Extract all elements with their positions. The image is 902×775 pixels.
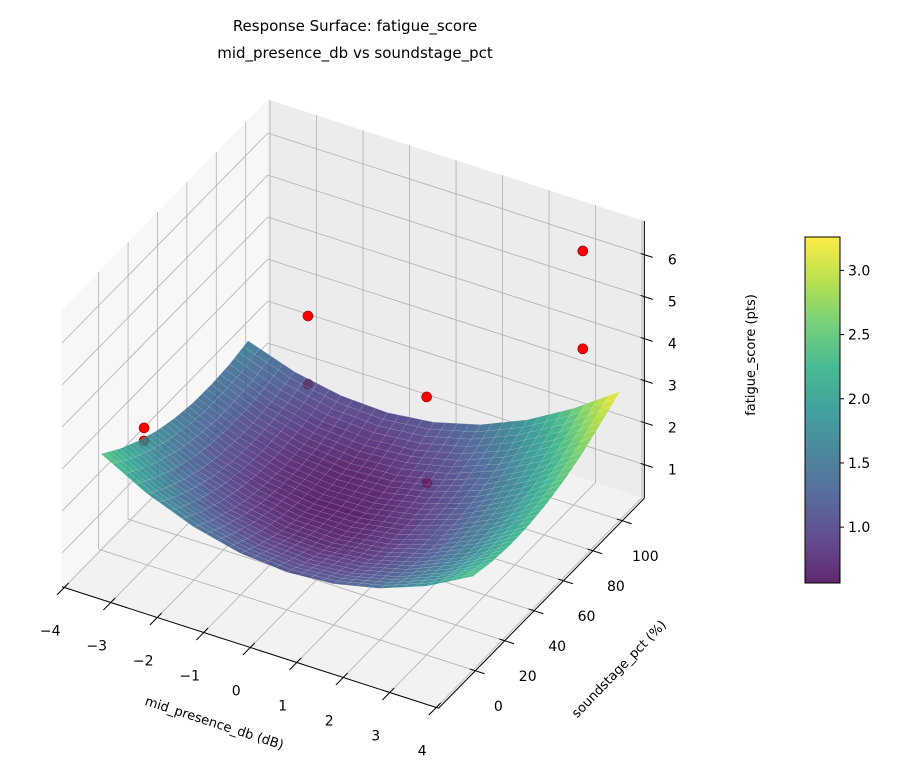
y-tick-label: 60 (578, 609, 596, 625)
x-axis-label: mid_presence_db (dB) (143, 694, 285, 753)
gridline-z (61, 216, 269, 428)
x-tick-mark (103, 597, 116, 611)
gridline-y (127, 518, 505, 642)
surface-patch (497, 540, 515, 549)
data-point (577, 343, 589, 355)
gridline-z (267, 132, 645, 256)
y-tick-mark (528, 608, 544, 615)
z-tick-label: 3 (668, 379, 677, 395)
x-tick-mark (382, 687, 395, 701)
x-tick-label: −1 (179, 669, 200, 685)
gridline-y (98, 548, 476, 672)
y-tick-label: 20 (519, 669, 537, 685)
surface-patch (506, 530, 525, 540)
surface-patch (543, 485, 561, 496)
z-axis-label: fatigue_score (pts) (744, 294, 759, 416)
gridline-z (267, 174, 645, 298)
data-point (577, 245, 589, 257)
surface-patch (502, 535, 520, 545)
surface-patch (552, 472, 570, 484)
chart-title: Response Surface: fatigue_score (233, 17, 477, 36)
y-tick-label: 40 (548, 639, 566, 655)
colorbar-tick-label: 2.5 (848, 328, 870, 344)
z-tick-mark (640, 420, 653, 426)
y-tick-label: 0 (494, 699, 503, 715)
x-tick-label: 4 (418, 744, 427, 760)
surface-patch (511, 525, 529, 535)
y-tick-mark (587, 548, 603, 555)
x-tick-mark (56, 582, 70, 596)
y-tick-mark (616, 518, 632, 525)
x-tick-mark (242, 642, 256, 656)
z-tick-mark (640, 252, 653, 258)
colorbar-tick-label: 1.0 (848, 520, 870, 536)
surface-patch (461, 572, 478, 579)
data-points (138, 245, 589, 434)
gridline-z (61, 132, 269, 344)
z-tick-label: 6 (668, 253, 677, 269)
surface-patch (493, 545, 510, 553)
surface-patch (603, 391, 621, 404)
colorbar-tick-label: 1.5 (848, 456, 870, 472)
colorbar-tick-label: 3.0 (848, 263, 870, 279)
x-tick-mark (428, 702, 442, 716)
surface-patch (580, 429, 598, 442)
x-tick-mark (196, 627, 209, 641)
x-tick-label: 3 (371, 729, 380, 745)
gridline-z (61, 258, 269, 470)
z-tick-mark (640, 378, 653, 384)
x-tick-label: −3 (86, 639, 107, 655)
surface-patch (584, 421, 603, 435)
y-axis-label: soundstage_pct (%) (569, 618, 670, 721)
gridline-x (389, 482, 596, 693)
x-tick-mark (149, 612, 163, 626)
z-tick-label: 5 (668, 295, 677, 311)
x-tick-label: −2 (133, 654, 154, 670)
surface-patch (575, 436, 593, 450)
y-tick-mark (498, 638, 515, 645)
x-tick-mark (335, 672, 349, 686)
z-tick-mark (640, 294, 653, 300)
response-surface (100, 340, 621, 589)
colorbar-tick-label: 2.0 (848, 392, 870, 408)
data-point (302, 310, 314, 322)
x-tick-mark (289, 657, 302, 671)
surface-patch (557, 465, 575, 477)
gridline-z (267, 300, 645, 424)
x-tick-label: 0 (232, 684, 241, 700)
z-tick-mark (640, 336, 653, 342)
surface-patch (529, 503, 548, 514)
colorbar: 1.0 1.5 2.0 2.5 3.0 (804, 236, 870, 584)
y-tick-label: 80 (607, 579, 625, 595)
x-tick-label: 2 (325, 714, 334, 730)
gridline-z (61, 300, 269, 512)
z-tick-label: 4 (668, 337, 677, 353)
gridline-z (267, 258, 645, 382)
y-tick-mark (557, 578, 573, 585)
y-axis-line (438, 497, 645, 709)
y-tick-label: 100 (632, 549, 659, 565)
surface-patch (594, 406, 612, 420)
data-point (138, 422, 150, 434)
chart-subtitle: mid_presence_db vs soundstage_pct (217, 44, 493, 63)
gridline-z (267, 216, 645, 340)
x-tick-label: −4 (40, 624, 61, 640)
y-tick-mark (469, 668, 485, 675)
z-tick-mark (640, 462, 653, 468)
x-tick-label: 1 (278, 699, 287, 715)
gridline-z (61, 174, 269, 386)
z-tick-label: 1 (668, 463, 677, 479)
axes (56, 221, 653, 716)
z-tick-label: 2 (668, 421, 677, 437)
colorbar-gradient (804, 236, 841, 584)
surface-patch (470, 565, 487, 573)
gridline-x (435, 497, 643, 708)
data-point (421, 391, 432, 403)
